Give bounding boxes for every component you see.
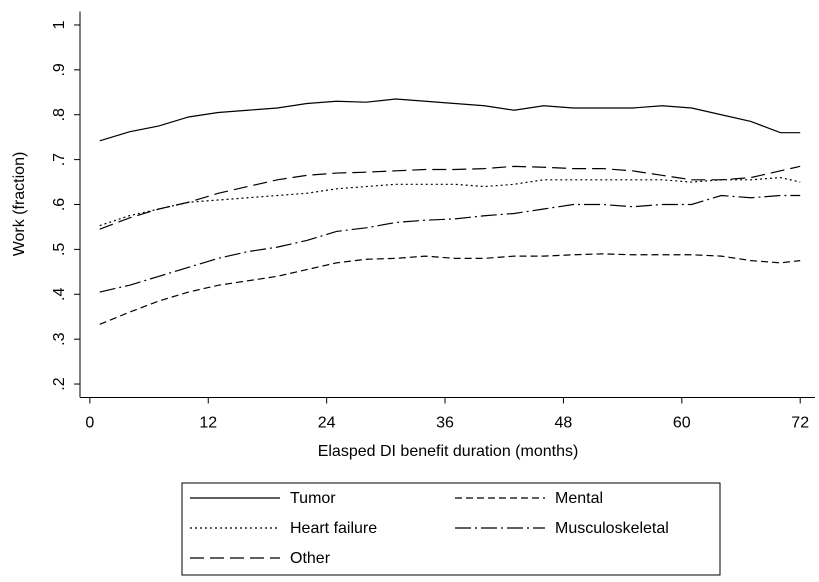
y-tick-label: .3 [51, 332, 68, 345]
x-tick-label: 48 [555, 415, 573, 432]
line [99, 253, 801, 325]
x-axis-label: Elasped DI benefit duration (months) [318, 443, 579, 460]
y-tick-label: .4 [51, 287, 68, 300]
x-tick-label: 0 [85, 415, 94, 432]
y-tick-label: .5 [51, 243, 68, 256]
legend-label: Other [290, 550, 331, 567]
legend-box [181, 482, 721, 576]
line [99, 194, 801, 293]
y-tick-label: .6 [51, 198, 68, 211]
y-tick-label: .2 [51, 377, 68, 390]
y-tick-label: .9 [51, 63, 68, 76]
line [99, 165, 801, 230]
y-tick-label: 1 [51, 20, 68, 29]
legend-label: Heart failure [290, 520, 377, 537]
line [99, 98, 801, 142]
y-tick-label: .7 [51, 153, 68, 166]
x-tick-label: 72 [791, 415, 809, 432]
legend-label: Tumor [290, 490, 336, 507]
line [99, 176, 801, 227]
x-tick-label: 12 [199, 415, 217, 432]
y-tick-label: .8 [51, 108, 68, 121]
x-tick-label: 36 [436, 415, 454, 432]
legend-label: Musculoskeletal [555, 520, 669, 537]
x-tick-label: 24 [318, 415, 336, 432]
y-axis-label: Work (fraction) [11, 152, 28, 257]
legend-label: Mental [555, 490, 603, 507]
x-tick-label: 60 [673, 415, 691, 432]
